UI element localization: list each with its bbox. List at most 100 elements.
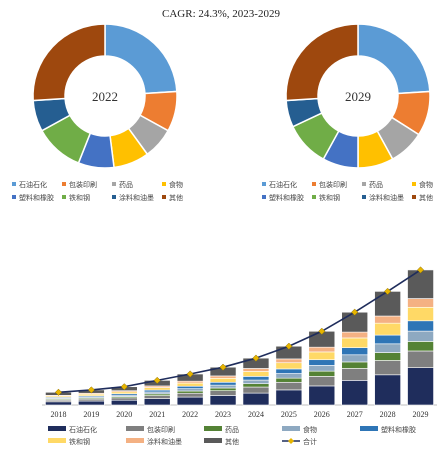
donut-0-legend-label-7: 其他 [169, 193, 183, 202]
donut-0-legend-swatch-6 [112, 195, 116, 199]
bar-2021-0 [143, 398, 171, 406]
bar-2020-1 [110, 397, 138, 401]
bar-legend-label-6: 涂料和油墨 [147, 437, 182, 446]
bar-2029-2 [407, 341, 434, 352]
donut-1-legend-swatch-5 [312, 195, 316, 199]
x-tick-2026: 2026 [314, 410, 330, 419]
donut-0-legend-label-0: 石油石化 [19, 180, 47, 189]
bar-2028-6 [374, 315, 401, 324]
bar-legend-label-7: 其他 [225, 437, 239, 446]
bar-2026-1 [308, 376, 336, 387]
donut-1-legend-swatch-3 [412, 182, 416, 186]
bar-2025-0 [275, 389, 303, 406]
donut-0-legend-label-3: 食物 [169, 180, 183, 189]
bar-2018-0 [45, 401, 72, 406]
bar-2026-4 [308, 359, 336, 366]
total-marker-2029 [416, 266, 425, 274]
donut-1-legend-swatch-1 [312, 182, 316, 186]
donut-1-slice-0 [357, 23, 431, 95]
bar-2027-2 [341, 361, 369, 369]
bar-2025-5 [275, 362, 303, 370]
bar-2029-6 [407, 298, 434, 308]
bar-2029-0 [407, 367, 434, 406]
bar-2028-2 [374, 352, 401, 361]
bar-2028-4 [374, 334, 401, 345]
donut-0-legend-swatch-0 [12, 182, 16, 186]
bar-legend-label-5: 铁和钢 [69, 437, 90, 446]
bar-2021-1 [143, 395, 171, 399]
total-marker-2020 [120, 383, 128, 391]
donut-0-legend-label-2: 药品 [119, 180, 133, 189]
donut-0-slice-7 [32, 23, 106, 102]
bar-2028-5 [374, 322, 401, 336]
total-marker-2027 [351, 308, 359, 316]
donut-1-center-label: 2029 [345, 89, 371, 104]
bar-2024-2 [242, 383, 270, 388]
donut-1-legend-swatch-2 [362, 182, 366, 186]
donut-1-legend-label-1: 包装印刷 [319, 180, 347, 189]
donut-0-legend-swatch-4 [12, 195, 16, 199]
x-tick-2025: 2025 [281, 410, 297, 419]
x-tick-2022: 2022 [182, 410, 198, 419]
bar-legend-swatch-5 [48, 438, 66, 443]
bar-2023-0 [209, 395, 237, 406]
bar-2023-4 [209, 381, 237, 386]
bar-2023-6 [209, 375, 237, 379]
donut-1-legend-label-2: 药品 [369, 180, 383, 189]
donut-1-legend-swatch-0 [262, 182, 266, 186]
donut-0-legend-swatch-2 [112, 182, 116, 186]
bar-2019-0 [78, 400, 105, 406]
bar-2028-7 [374, 291, 401, 317]
bar-2022-4 [176, 385, 204, 389]
bar-legend-swatch-6 [126, 438, 144, 443]
total-marker-2025 [285, 342, 293, 350]
bar-2022-0 [176, 396, 204, 406]
x-tick-2027: 2027 [347, 410, 363, 419]
total-marker-2023 [219, 363, 227, 371]
bar-2024-5 [242, 371, 270, 377]
x-tick-2029: 2029 [413, 410, 429, 419]
bar-2024-0 [242, 392, 270, 406]
bar-2026-2 [308, 370, 336, 377]
bar-legend-label-1: 包装印刷 [147, 425, 175, 434]
donut-1-legend-label-6: 涂料和油墨 [369, 193, 404, 202]
bar-2029-5 [407, 306, 434, 322]
bar-2024-3 [242, 379, 270, 385]
bar-2029-7 [407, 269, 434, 299]
bar-legend-swatch-0 [48, 426, 66, 431]
x-tick-2019: 2019 [83, 410, 99, 419]
bar-2026-5 [308, 351, 336, 361]
bar-2022-5 [176, 382, 204, 387]
total-marker-2028 [384, 287, 392, 295]
bar-2027-6 [341, 331, 369, 339]
bar-2029-4 [407, 320, 434, 332]
x-tick-2021: 2021 [149, 410, 165, 419]
bar-2025-3 [275, 373, 303, 379]
bar-2022-3 [176, 388, 204, 392]
chart-title: CAGR: 24.3%, 2023-2029 [162, 8, 280, 20]
bar-2027-5 [341, 337, 369, 348]
bar-2027-0 [341, 380, 369, 406]
donut-0-legend-label-1: 包装印刷 [69, 180, 97, 189]
bar-legend-label-4: 塑料和橡胶 [381, 425, 416, 434]
donut-0-legend-swatch-5 [62, 195, 66, 199]
total-marker-2019 [87, 386, 95, 394]
donut-1-legend-label-0: 石油石化 [269, 180, 297, 189]
bar-2023-1 [209, 390, 237, 396]
donut-1-legend-label-7: 其他 [419, 193, 433, 202]
donut-0-legend-label-4: 塑料和橡胶 [19, 193, 54, 202]
bar-legend-marker-total [288, 438, 294, 444]
bar-2020-0 [110, 399, 138, 406]
x-tick-2028: 2028 [380, 410, 396, 419]
bar-legend-swatch-2 [204, 426, 222, 431]
bar-legend-swatch-4 [360, 426, 378, 431]
total-marker-2018 [54, 388, 63, 396]
donut-1-legend-swatch-4 [262, 195, 266, 199]
bar-2027-1 [341, 368, 369, 381]
donut-1-slice-7 [285, 23, 359, 102]
bar-2028-0 [374, 374, 401, 406]
bar-2023-5 [209, 378, 237, 383]
bar-2028-3 [374, 343, 401, 353]
total-marker-2021 [153, 376, 161, 384]
bar-2026-3 [308, 365, 336, 372]
